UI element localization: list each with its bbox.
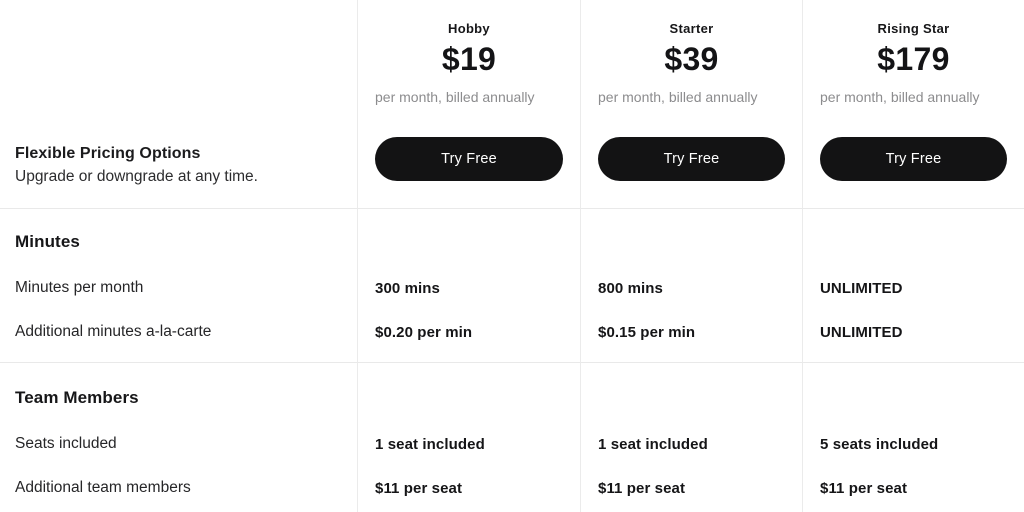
plan-name-hobby: Hobby [448, 21, 490, 36]
section-team-hobby: 1 seat included $11 per seat [357, 362, 580, 512]
row-label-seats-included: Seats included [15, 435, 117, 452]
billing-note-rising-star: per month, billed annually [820, 89, 980, 105]
spacer [581, 231, 802, 253]
section-team-starter: 1 seat included $11 per seat [580, 362, 802, 512]
try-free-button-rising-star[interactable]: Try Free [820, 137, 1007, 181]
pricing-intro-subtitle: Upgrade or downgrade at any time. [15, 168, 258, 185]
section-minutes-starter: 800 mins $0.15 per min [580, 208, 802, 362]
row-value-additional-minutes-rising-star: UNLIMITED [820, 323, 903, 341]
spacer [803, 387, 1024, 409]
spacer [803, 231, 1024, 253]
spacer [581, 387, 802, 409]
section-title-minutes: Minutes [15, 232, 80, 251]
row-value-minutes-hobby: 300 mins [375, 279, 441, 297]
plan-header-rising-star: Rising Star $179 per month, billed annua… [802, 0, 1024, 208]
plan-name-rising-star: Rising Star [877, 21, 950, 36]
section-team-labels: Team Members Seats included Additional t… [0, 362, 357, 512]
try-free-button-starter[interactable]: Try Free [598, 137, 785, 181]
row-value-seats-hobby: 1 seat included [375, 435, 485, 453]
spacer [358, 387, 580, 409]
pricing-intro: Flexible Pricing Options Upgrade or down… [0, 0, 357, 208]
row-value-additional-minutes-starter: $0.15 per min [598, 323, 696, 341]
pricing-intro-title: Flexible Pricing Options [15, 145, 201, 162]
spacer [358, 231, 580, 253]
plan-name-starter: Starter [669, 21, 714, 36]
plan-price-rising-star: $179 [877, 41, 950, 77]
try-free-button-hobby[interactable]: Try Free [375, 137, 563, 181]
billing-note-starter: per month, billed annually [598, 89, 758, 105]
row-value-additional-seats-hobby: $11 per seat [375, 479, 463, 497]
row-value-additional-seats-starter: $11 per seat [598, 479, 686, 497]
plan-header-starter: Starter $39 per month, billed annually T… [580, 0, 802, 208]
section-minutes-rising-star: UNLIMITED UNLIMITED [802, 208, 1024, 362]
section-title-team-members: Team Members [15, 388, 139, 407]
row-value-additional-seats-rising-star: $11 per seat [820, 479, 908, 497]
plan-price-hobby: $19 [441, 41, 497, 77]
row-label-minutes-per-month: Minutes per month [15, 279, 144, 296]
plan-price-starter: $39 [664, 41, 719, 77]
billing-note-hobby: per month, billed annually [375, 89, 535, 105]
row-value-additional-minutes-hobby: $0.20 per min [375, 323, 473, 341]
row-label-additional-minutes: Additional minutes a-la-carte [15, 323, 212, 340]
row-value-minutes-rising-star: UNLIMITED [820, 279, 903, 297]
plan-header-hobby: Hobby $19 per month, billed annually Try… [357, 0, 580, 208]
row-label-additional-team-members: Additional team members [15, 479, 191, 496]
row-value-seats-rising-star: 5 seats included [820, 435, 939, 453]
section-minutes-labels: Minutes Minutes per month Additional min… [0, 208, 357, 362]
row-value-seats-starter: 1 seat included [598, 435, 708, 453]
section-team-rising-star: 5 seats included $11 per seat [802, 362, 1024, 512]
row-value-minutes-starter: 800 mins [598, 279, 664, 297]
section-minutes-hobby: 300 mins $0.20 per min [357, 208, 580, 362]
